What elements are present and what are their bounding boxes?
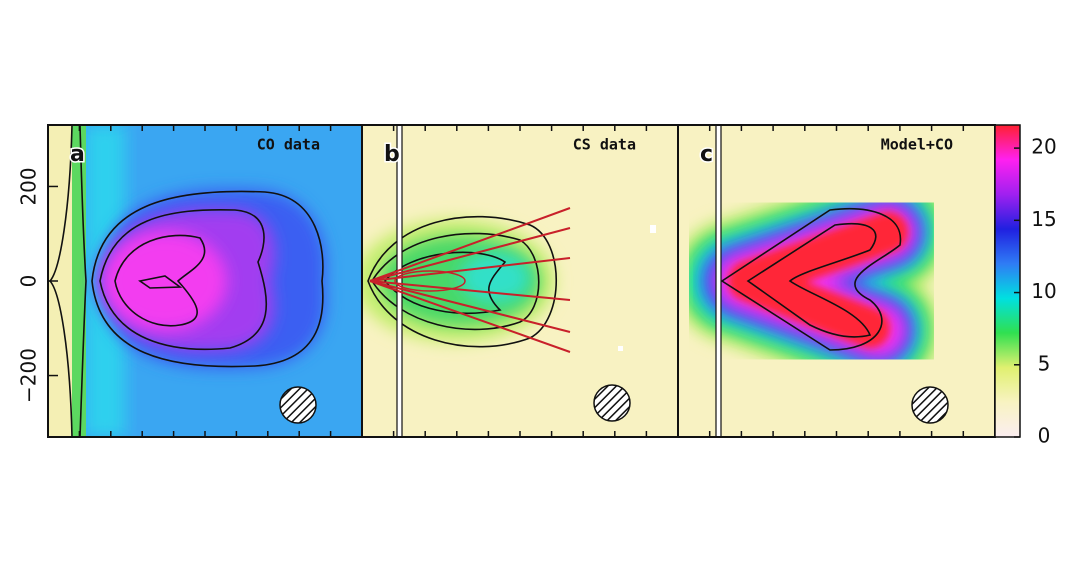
panel-title: CO data [257,136,320,154]
contour [114,234,206,327]
panel-c-image [678,125,995,437]
panel-letter: b [384,142,400,167]
panel-a-image [48,125,362,437]
colorbar-tick-label: 20 [1031,135,1056,159]
colorbar-tick-label: 5 [1038,351,1051,375]
contour [91,190,324,368]
contour [79,125,87,437]
beam [911,386,949,424]
colorbar [994,124,1021,438]
panel-title: Model+CO [881,136,953,154]
contour [138,275,183,289]
colorbar-tick-label: 15 [1031,207,1056,231]
beam [279,386,317,424]
panel-b-image [362,125,678,437]
contour [720,207,902,351]
contour [371,232,540,331]
panel-letter: a [70,142,85,167]
colorbar-tick-label: 10 [1031,279,1056,303]
contour [746,223,877,338]
contour [99,208,268,351]
contour [367,215,557,348]
panel-letter: c [700,142,713,167]
y-tick-label: 200 [17,167,41,205]
y-tick-label: 0 [17,275,41,288]
beam [593,384,631,422]
colorbar-tick-label: 0 [1038,424,1051,448]
contour [383,251,507,315]
y-tick-label: −200 [17,348,41,403]
panel-title: CS data [573,136,636,154]
model-lines [369,207,571,353]
